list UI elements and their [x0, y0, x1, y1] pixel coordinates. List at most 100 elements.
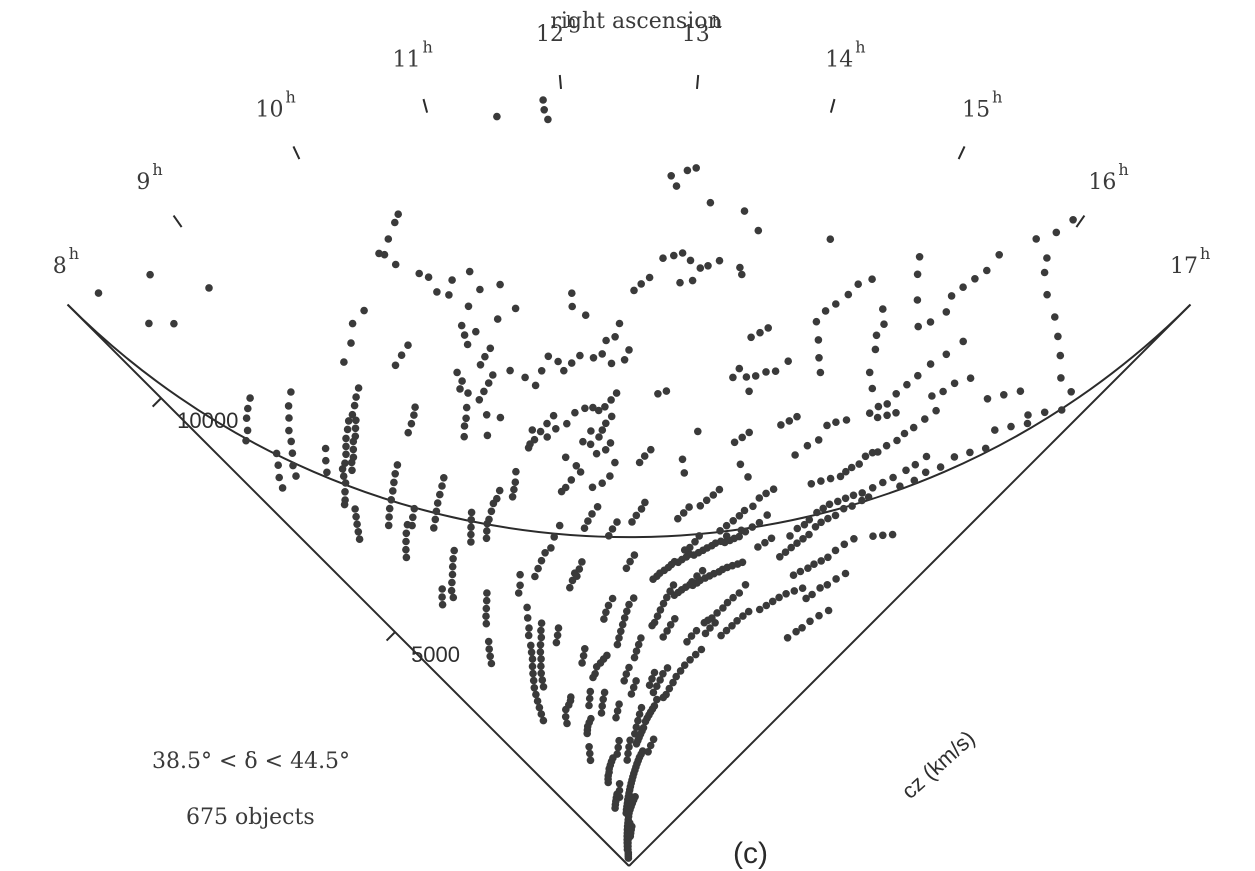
galaxy-point	[719, 604, 727, 612]
galaxy-point	[659, 599, 668, 608]
galaxy-point	[755, 605, 764, 614]
cz-tick-label-5000: 5000	[411, 642, 460, 667]
galaxy-point	[567, 476, 576, 484]
galaxy-point	[713, 609, 721, 617]
galaxy-point	[688, 578, 696, 586]
galaxy-point	[645, 273, 654, 282]
galaxy-point	[816, 368, 825, 377]
galaxy-point	[648, 621, 656, 630]
galaxy-point	[932, 406, 940, 415]
galaxy-point	[745, 387, 753, 396]
galaxy-point	[648, 675, 656, 683]
galaxy-point	[483, 431, 492, 440]
galaxy-point	[537, 662, 545, 670]
galaxy-point	[777, 421, 785, 429]
galaxy-point	[641, 498, 649, 507]
galaxy-point	[409, 513, 417, 522]
ra-label-unit: h	[992, 87, 1002, 106]
galaxy-point	[634, 640, 643, 649]
galaxy-point	[653, 695, 661, 704]
galaxy-point	[645, 681, 654, 689]
galaxy-point	[813, 508, 821, 517]
galaxy-point	[880, 320, 888, 329]
galaxy-point	[586, 749, 594, 758]
galaxy-point	[711, 619, 719, 627]
galaxy-point	[784, 357, 792, 366]
galaxy-point	[342, 442, 350, 451]
galaxy-point	[832, 418, 840, 427]
galaxy-point	[902, 466, 910, 475]
galaxy-point	[496, 413, 505, 422]
galaxy-point	[615, 786, 624, 795]
galaxy-point	[606, 472, 614, 480]
galaxy-point	[761, 538, 769, 547]
galaxy-point	[493, 315, 502, 323]
galaxy-point	[697, 645, 706, 654]
galaxy-point	[966, 374, 975, 383]
galaxy-point	[391, 470, 400, 478]
galaxy-point	[704, 262, 712, 270]
galaxy-point	[644, 748, 652, 756]
galaxy-point	[692, 164, 700, 172]
galaxy-point	[458, 377, 466, 385]
ra-ticks	[172, 74, 1086, 228]
galaxy-point	[278, 484, 287, 492]
galaxy-point	[706, 624, 714, 632]
galaxy-point	[460, 331, 469, 339]
galaxy-point	[561, 453, 570, 462]
galaxy-point	[594, 406, 603, 415]
galaxy-point	[350, 401, 359, 410]
galaxy-point	[602, 419, 610, 428]
galaxy-point	[691, 650, 700, 659]
galaxy-point	[375, 249, 383, 258]
galaxy-point	[480, 387, 488, 396]
galaxy-point	[892, 390, 900, 398]
ra-label-unit: h	[286, 87, 296, 106]
cz-tick-10000	[151, 397, 162, 408]
galaxy-point	[530, 684, 539, 692]
galaxy-point	[588, 483, 597, 492]
galaxy-point	[637, 634, 645, 642]
galaxy-point	[292, 472, 300, 480]
galaxy-point	[531, 572, 539, 581]
galaxy-point	[438, 600, 447, 609]
galaxy-point	[831, 546, 840, 555]
galaxy-point	[836, 472, 845, 481]
galaxy-point	[285, 426, 293, 435]
galaxy-point	[533, 697, 542, 705]
galaxy-point	[579, 652, 588, 660]
galaxy-point	[717, 631, 725, 640]
galaxy-point	[482, 411, 491, 419]
galaxy-point	[744, 607, 753, 616]
galaxy-point	[482, 534, 491, 543]
ra-tick-15h	[957, 145, 966, 160]
galaxy-point	[525, 624, 533, 632]
galaxy-point	[448, 570, 457, 579]
galaxy-point	[615, 780, 624, 788]
galaxy-point	[415, 269, 424, 278]
galaxy-point	[692, 626, 701, 635]
galaxy-point	[754, 226, 763, 235]
galaxy-point	[539, 716, 548, 725]
galaxy-point	[834, 497, 842, 506]
galaxy-point	[593, 503, 602, 511]
galaxy-point	[475, 396, 484, 404]
galaxy-point	[431, 515, 440, 524]
galaxy-point	[583, 729, 591, 738]
galaxy-point	[649, 575, 657, 583]
galaxy-point	[815, 354, 823, 362]
galaxy-point	[244, 404, 252, 413]
galaxy-point	[716, 527, 724, 535]
galaxy-point	[832, 575, 840, 583]
galaxy-point	[824, 553, 832, 562]
galaxy-point	[670, 251, 678, 260]
galaxy-point	[735, 589, 744, 597]
galaxy-point	[910, 476, 919, 485]
galaxy-point	[868, 275, 876, 284]
galaxy-point	[572, 462, 581, 470]
galaxy-point	[523, 603, 531, 612]
galaxy-point	[578, 659, 586, 667]
galaxy-point	[355, 535, 364, 543]
galaxy-point	[736, 263, 744, 272]
galaxy-point	[783, 634, 792, 642]
